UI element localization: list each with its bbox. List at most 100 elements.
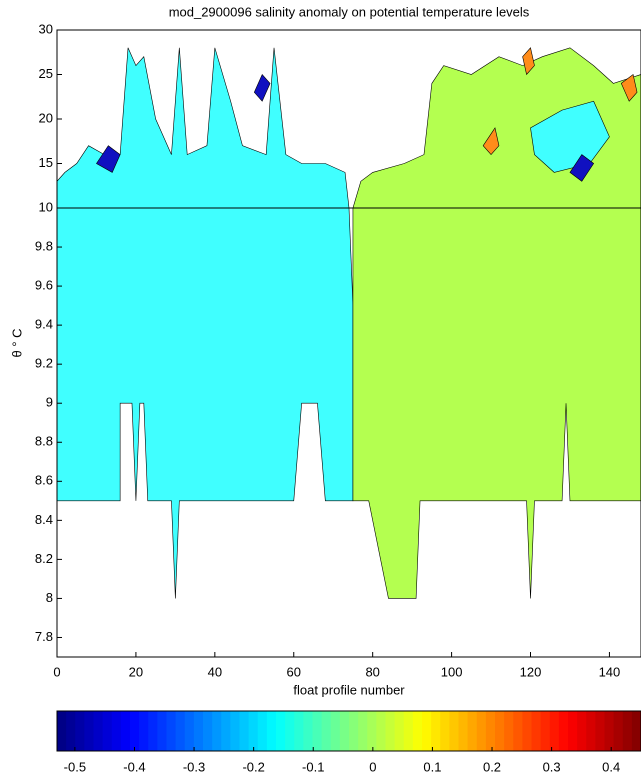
colorbar-cell <box>130 711 140 751</box>
colorbar-cell <box>358 711 368 751</box>
colorbar-cell <box>422 711 432 751</box>
contour-region <box>56 207 354 599</box>
contour-region <box>352 207 641 599</box>
colorbar-tick-label: 0.1 <box>423 759 441 774</box>
contour-region <box>253 73 271 102</box>
colorbar-tick-label: -0.1 <box>302 759 324 774</box>
colorbar-tick-label: -0.2 <box>242 759 264 774</box>
plot-frame <box>56 29 641 658</box>
colorbar-cell <box>586 711 596 751</box>
colorbar-cell <box>385 711 396 751</box>
colorbar-cell <box>193 711 204 751</box>
colorbar-cell <box>276 711 286 751</box>
contour-region <box>620 73 638 102</box>
colorbar-cell <box>157 711 167 751</box>
x-tick-label: 140 <box>599 664 621 679</box>
colorbar-cell <box>449 711 459 751</box>
y-tick-label: 8.2 <box>35 551 53 566</box>
colorbar-tick-label: 0.4 <box>602 759 620 774</box>
colorbar-tick-label: 0 <box>369 759 376 774</box>
y-tick-label: 9 <box>46 395 53 410</box>
colorbar-cell <box>84 711 94 751</box>
colorbar-cell <box>531 711 542 751</box>
colorbar-cell <box>175 711 186 751</box>
colorbar-cell <box>120 711 131 751</box>
colorbar-cell <box>513 711 523 751</box>
colorbar-cell <box>440 711 450 751</box>
contour-region <box>96 145 121 173</box>
y-tick-label: 8.8 <box>35 434 53 449</box>
y-tick-label: 8.6 <box>35 473 53 488</box>
colorbar-cell <box>522 711 532 751</box>
colorbar-cell <box>604 711 615 751</box>
colorbar-cell <box>349 711 359 751</box>
x-tick-label: 100 <box>441 664 463 679</box>
y-tick-label: 7.8 <box>35 629 53 644</box>
y-tick-label: 25 <box>39 66 53 81</box>
colorbar-cell <box>257 711 268 751</box>
colorbar-cell <box>111 711 122 751</box>
colorbar-cell <box>330 711 341 751</box>
contour-region <box>482 127 500 156</box>
colorbar-cell <box>221 711 231 751</box>
colorbar-cell <box>248 711 259 751</box>
colorbar-tick-label: 0.2 <box>483 759 501 774</box>
colorbar-cell <box>312 711 323 751</box>
colorbar-cell <box>613 711 624 751</box>
colorbar-cell <box>412 711 423 751</box>
colorbar-tick-label: -0.5 <box>64 759 86 774</box>
colorbar-cell <box>631 711 641 751</box>
colorbar-cell <box>467 711 478 751</box>
colorbar-cell <box>139 711 149 751</box>
y-tick-label: 9.2 <box>35 356 53 371</box>
colorbar-cell <box>458 711 469 751</box>
colorbar-cell <box>203 711 213 751</box>
colorbar-tick-label: 0.3 <box>543 759 561 774</box>
y-tick-label: 8.4 <box>35 512 53 527</box>
colorbar-cell <box>504 711 514 751</box>
colorbar-cell <box>66 711 76 751</box>
colorbar-cell <box>239 711 250 751</box>
colorbar-cell <box>540 711 551 751</box>
x-tick-label: 80 <box>365 664 379 679</box>
colorbar-cell <box>485 711 496 751</box>
colorbar-cell <box>495 711 505 751</box>
y-tick-label: 8 <box>46 590 53 605</box>
colorbar-cell <box>568 711 578 751</box>
colorbar-cell <box>93 711 104 751</box>
colorbar-frame <box>56 710 641 752</box>
colorbar-tick-label: -0.4 <box>123 759 145 774</box>
colorbar-cell <box>294 711 304 751</box>
colorbar-cell <box>476 711 487 751</box>
x-tick-label: 120 <box>520 664 542 679</box>
colorbar-cell <box>285 711 295 751</box>
colorbar-cell <box>394 711 405 751</box>
colorbar-cell <box>57 711 67 751</box>
contour-region <box>530 100 610 173</box>
colorbar-cell <box>148 711 158 751</box>
y-axis-label: θ ° C <box>9 328 24 357</box>
x-tick-label: 0 <box>53 664 60 679</box>
colorbar-cell <box>577 711 587 751</box>
colorbar-cell <box>230 711 240 751</box>
x-axis-label: float profile number <box>293 682 405 697</box>
colorbar-cell <box>595 711 605 751</box>
y-tick-label: 9.6 <box>35 278 53 293</box>
colorbar-cell <box>339 711 350 751</box>
colorbar-cell <box>303 711 313 751</box>
colorbar-cell <box>622 711 633 751</box>
y-tick-label: 9.8 <box>35 238 53 253</box>
y-tick-label: 10 <box>39 199 53 214</box>
contour-region <box>56 47 350 209</box>
colorbar-cell <box>166 711 177 751</box>
colorbar-cell <box>266 711 277 751</box>
y-tick-label: 20 <box>39 110 53 125</box>
colorbar-tick-label: -0.3 <box>183 759 205 774</box>
colorbar-cell <box>75 711 85 751</box>
y-tick-label: 15 <box>39 155 53 170</box>
chart-title: mod_2900096 salinity anomaly on potentia… <box>169 4 530 19</box>
colorbar-cell <box>102 711 113 751</box>
contour-region <box>569 154 595 182</box>
colorbar-cell <box>321 711 332 751</box>
